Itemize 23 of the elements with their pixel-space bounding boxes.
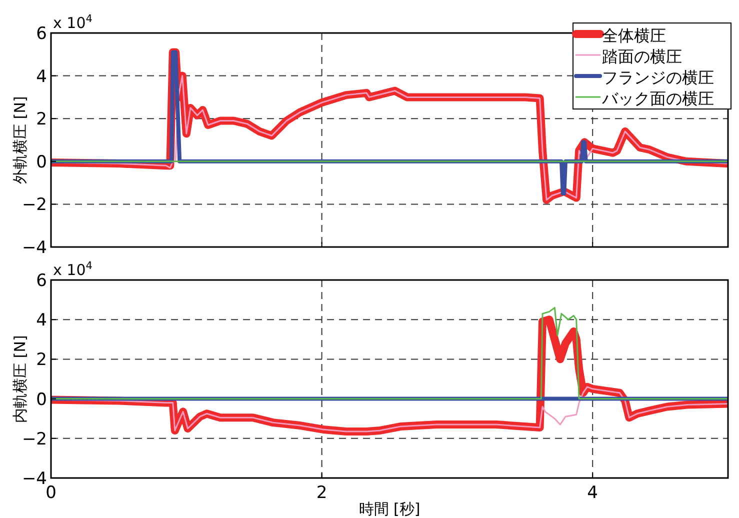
legend-label: バック面の横圧 [601,89,714,108]
y-axis-title: 外軌横圧 [N] [11,96,29,184]
text: x 10$^{4}$ [53,260,93,279]
y-tick-label: 4 [36,310,47,331]
y-tick-label: 0 [36,152,47,172]
x-tick-label: 4 [587,483,598,503]
x-tick-label: 2 [316,483,328,503]
y-axis-title: 内軌横圧 [N] [11,335,29,423]
y-tick-label: 6 [36,271,47,291]
legend-label: 踏面の横圧 [602,47,682,66]
y-tick-label: 6 [36,24,47,44]
y-tick-label: −2 [22,429,47,450]
x-axis-title: 時間 [秒] [358,500,420,518]
legend-label: 全体横圧 [602,26,666,45]
y-tick-label: 4 [36,66,47,87]
y-tick-label: −4 [22,238,47,258]
y-tick-label: −4 [22,469,47,489]
y-tick-label: −2 [22,195,47,216]
y-tick-label: 2 [36,350,47,370]
text: x 10$^{4}$ [53,13,93,32]
y-tick-label: 2 [36,110,47,130]
legend-label: フランジの横圧 [602,68,714,87]
y-tick-label: 0 [36,390,47,410]
